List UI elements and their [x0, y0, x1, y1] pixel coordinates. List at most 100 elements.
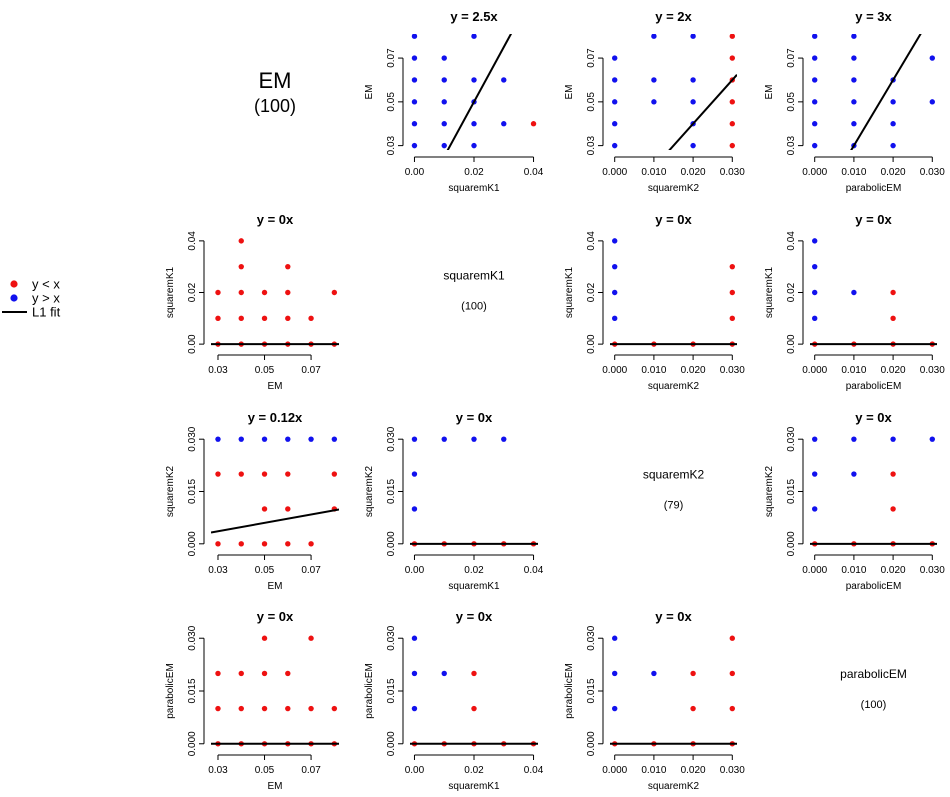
- x-tick-label: 0.02: [464, 167, 484, 178]
- point-above: [812, 471, 817, 476]
- point-below: [332, 706, 337, 711]
- point-above: [612, 316, 617, 321]
- point-below: [690, 706, 695, 711]
- point-above: [612, 706, 617, 711]
- y-axis-label: EM: [764, 85, 775, 100]
- y-axis-label: EM: [564, 85, 575, 100]
- x-tick-label: 0.010: [841, 167, 866, 178]
- point-above: [851, 290, 856, 295]
- x-tick-label: 0.07: [301, 565, 321, 576]
- x-tick-label: 0.05: [255, 565, 275, 576]
- panels: EM (100) squaremK1 (100) squaremK2 (79) parabo…: [165, 0, 945, 792]
- x-axis-label: EM: [268, 781, 283, 792]
- point-below: [239, 671, 244, 676]
- x-axis-label: squaremK2: [648, 183, 700, 194]
- point-below: [890, 290, 895, 295]
- scatter-panel-r0-c1: y = 2.5x 0.00 0.02 0.04 0.03 0.05 0.07 squaremK…: [364, 0, 544, 219]
- point-below: [730, 121, 735, 126]
- y-tick-label: 0.000: [386, 531, 397, 556]
- x-tick-label: 0.05: [255, 765, 275, 776]
- scatter-panel-r2-c3: y = 0x0.000 0.010 0.020 0.0300.0000.0150.03…: [764, 410, 945, 592]
- y-tick-label: 0.04: [786, 231, 797, 251]
- scatter-panel-r3-c2: y = 0x 0.000 0.010 0.020 0.030 0.000 0.015 0.03…: [564, 609, 745, 792]
- point-above: [851, 471, 856, 476]
- point-below: [332, 290, 337, 295]
- point-above: [690, 99, 695, 104]
- y-tick-label: 0.02: [786, 282, 797, 302]
- diagonal-panel-3: parabolicEM (100): [840, 667, 907, 711]
- panel-title: y = 0x: [855, 410, 892, 425]
- point-above: [690, 77, 695, 82]
- point-above: [812, 264, 817, 269]
- y-axis-label: parabolicEM: [564, 663, 575, 719]
- y-tick-label: 0.030: [786, 426, 797, 451]
- y-axis-label: parabolicEM: [165, 663, 176, 719]
- point-below: [730, 99, 735, 104]
- y-tick-label: 0.030: [386, 426, 397, 451]
- diagonal-count: (100): [861, 699, 887, 711]
- point-below: [215, 541, 220, 546]
- point-above: [285, 436, 290, 441]
- x-tick-label: 0.020: [681, 765, 706, 776]
- y-tick-label: 0.000: [586, 731, 597, 756]
- point-above: [412, 436, 417, 441]
- x-tick-label: 0.000: [802, 365, 827, 376]
- x-tick-label: 0.010: [641, 765, 666, 776]
- point-above: [812, 121, 817, 126]
- point-below: [262, 706, 267, 711]
- y-tick-label: 0.04: [586, 231, 597, 251]
- point-above: [612, 143, 617, 148]
- panel-title: y = 0x: [257, 212, 294, 227]
- point-below: [285, 706, 290, 711]
- y-tick-label: 0.03: [386, 135, 397, 155]
- point-above: [412, 99, 417, 104]
- point-below: [262, 636, 267, 641]
- x-tick-label: 0.04: [524, 565, 544, 576]
- point-above: [690, 143, 695, 148]
- y-tick-label: 0.030: [187, 426, 198, 451]
- panel-title: y = 0.12x: [248, 410, 303, 425]
- point-above: [442, 143, 447, 148]
- point-below: [285, 671, 290, 676]
- x-tick-label: 0.02: [464, 565, 484, 576]
- point-above: [812, 143, 817, 148]
- points: [412, 436, 536, 546]
- point-above: [812, 316, 817, 321]
- point-below: [471, 671, 476, 676]
- point-below: [730, 671, 735, 676]
- x-tick-label: 0.05: [255, 365, 275, 376]
- panel-title: y = 3x: [855, 9, 892, 24]
- x-tick-label: 0.000: [602, 167, 627, 178]
- x-tick-label: 0.03: [208, 565, 228, 576]
- point-below: [262, 506, 267, 511]
- scatter-panel-r3-c0: y = 0x0.03 0.05 0.070.0000.0150.030EMparab…: [165, 609, 339, 792]
- point-above: [812, 55, 817, 60]
- diagonal-count: (100): [254, 96, 296, 116]
- point-above: [412, 471, 417, 476]
- y-tick-label: 0.015: [386, 678, 397, 703]
- point-above: [332, 436, 337, 441]
- x-tick-label: 0.020: [881, 565, 906, 576]
- panel-title: y = 0x: [655, 609, 692, 624]
- points: [215, 636, 337, 747]
- point-above: [471, 77, 476, 82]
- y-axis-label: EM: [364, 85, 375, 100]
- point-above: [930, 55, 935, 60]
- x-tick-label: 0.03: [208, 365, 228, 376]
- point-above: [890, 121, 895, 126]
- x-axis-label: EM: [268, 381, 283, 392]
- y-tick-label: 0.030: [386, 625, 397, 650]
- point-below: [285, 541, 290, 546]
- x-tick-label: 0.020: [681, 365, 706, 376]
- x-tick-label: 0.02: [464, 765, 484, 776]
- point-above: [812, 436, 817, 441]
- point-above: [651, 671, 656, 676]
- legend-marker-0: [10, 280, 17, 287]
- panel-title: y = 0x: [456, 410, 493, 425]
- x-tick-label: 0.030: [720, 167, 745, 178]
- points: [812, 436, 935, 546]
- x-tick-label: 0.030: [720, 765, 745, 776]
- point-above: [442, 55, 447, 60]
- point-above: [890, 436, 895, 441]
